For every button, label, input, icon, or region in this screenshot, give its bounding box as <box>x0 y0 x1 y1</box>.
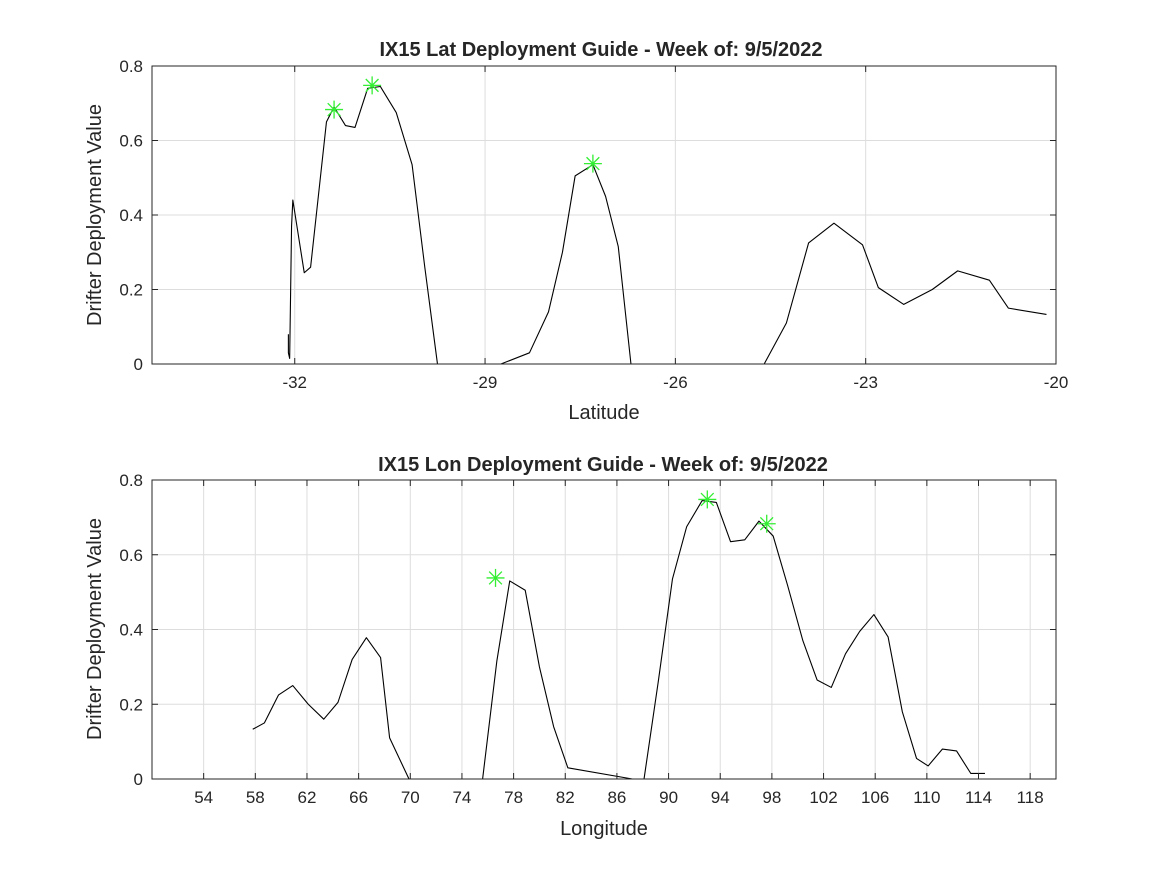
lat-chart-ytick-label: 0.8 <box>119 57 143 76</box>
lon-chart-xtick-label: 106 <box>861 788 889 807</box>
lon-chart: IX15 Lon Deployment Guide - Week of: 9/5… <box>84 454 1057 840</box>
lat-chart-title: IX15 Lat Deployment Guide - Week of: 9/5… <box>379 39 822 61</box>
lat-chart-xtick-label: -20 <box>1044 373 1069 392</box>
lon-chart-plot-area <box>252 490 985 780</box>
lat-chart-peak-marker <box>583 154 602 173</box>
lon-chart-xtick-label: 86 <box>607 788 626 807</box>
lon-chart-grid <box>152 480 1056 779</box>
lat-chart-xlabel: Latitude <box>568 402 639 424</box>
lon-chart-peak-marker <box>757 514 776 533</box>
lon-chart-ytick-label: 0.8 <box>119 471 143 490</box>
lat-chart-xtick-label: -26 <box>663 373 688 392</box>
lon-chart-xtick-label: 102 <box>809 788 837 807</box>
lat-chart: IX15 Lat Deployment Guide - Week of: 9/5… <box>84 39 1068 424</box>
lon-chart-xtick-label: 90 <box>659 788 678 807</box>
lon-chart-xtick-label: 62 <box>298 788 317 807</box>
lat-chart-ytick-label: 0.2 <box>119 281 143 300</box>
lat-chart-axes: -32 -29 -26 -23 -20 0 0.2 0.4 0.6 0.8 <box>119 57 1068 392</box>
lon-chart-xtick-label: 70 <box>401 788 420 807</box>
lon-chart-ytick-label: 0.2 <box>119 695 143 714</box>
lat-chart-peak-marker <box>325 100 344 119</box>
lon-chart-xtick-label: 118 <box>1017 788 1044 807</box>
lat-chart-xtick-label: -23 <box>853 373 878 392</box>
lat-chart-series-line <box>287 85 1047 365</box>
lat-chart-ylabel: Drifter Deployment Value <box>84 104 106 326</box>
lon-chart-axes: 54 58 62 66 70 74 78 82 86 90 94 98 102 106 110 114 118 0… <box>119 471 1057 807</box>
lon-chart-xtick-label: 82 <box>556 788 575 807</box>
lon-chart-ytick-label: 0.6 <box>119 546 143 565</box>
lon-chart-xtick-label: 58 <box>246 788 265 807</box>
lat-chart-ytick-label: 0 <box>134 355 143 374</box>
lat-chart-ytick-label: 0.4 <box>119 206 143 225</box>
lon-chart-xtick-label: 54 <box>194 788 213 807</box>
lon-chart-xtick-label: 94 <box>711 788 730 807</box>
lon-chart-xtick-label: 98 <box>762 788 781 807</box>
lon-chart-peak-marker <box>486 568 505 587</box>
lat-chart-peak-marker <box>363 76 382 95</box>
lat-chart-grid <box>152 66 1056 364</box>
lon-chart-xtick-label: 110 <box>913 788 940 807</box>
lon-chart-peak-marker <box>698 490 717 509</box>
lon-chart-xlabel: Longitude <box>560 818 648 840</box>
lon-chart-ylabel: Drifter Deployment Value <box>84 518 106 740</box>
lat-chart-xtick-label: -29 <box>473 373 498 392</box>
lat-chart-ytick-label: 0.6 <box>119 132 143 151</box>
lon-chart-xtick-label: 66 <box>349 788 368 807</box>
lon-chart-xtick-label: 114 <box>965 788 992 807</box>
lat-chart-plot-area <box>287 76 1047 365</box>
lon-chart-title: IX15 Lon Deployment Guide - Week of: 9/5… <box>378 454 828 476</box>
lon-chart-ytick-label: 0.4 <box>119 621 143 640</box>
lon-chart-series-line <box>252 500 985 780</box>
lon-chart-xtick-label: 74 <box>452 788 471 807</box>
lat-chart-xtick-label: -32 <box>282 373 307 392</box>
lon-chart-xtick-label: 78 <box>504 788 523 807</box>
lon-chart-ytick-label: 0 <box>134 770 143 789</box>
